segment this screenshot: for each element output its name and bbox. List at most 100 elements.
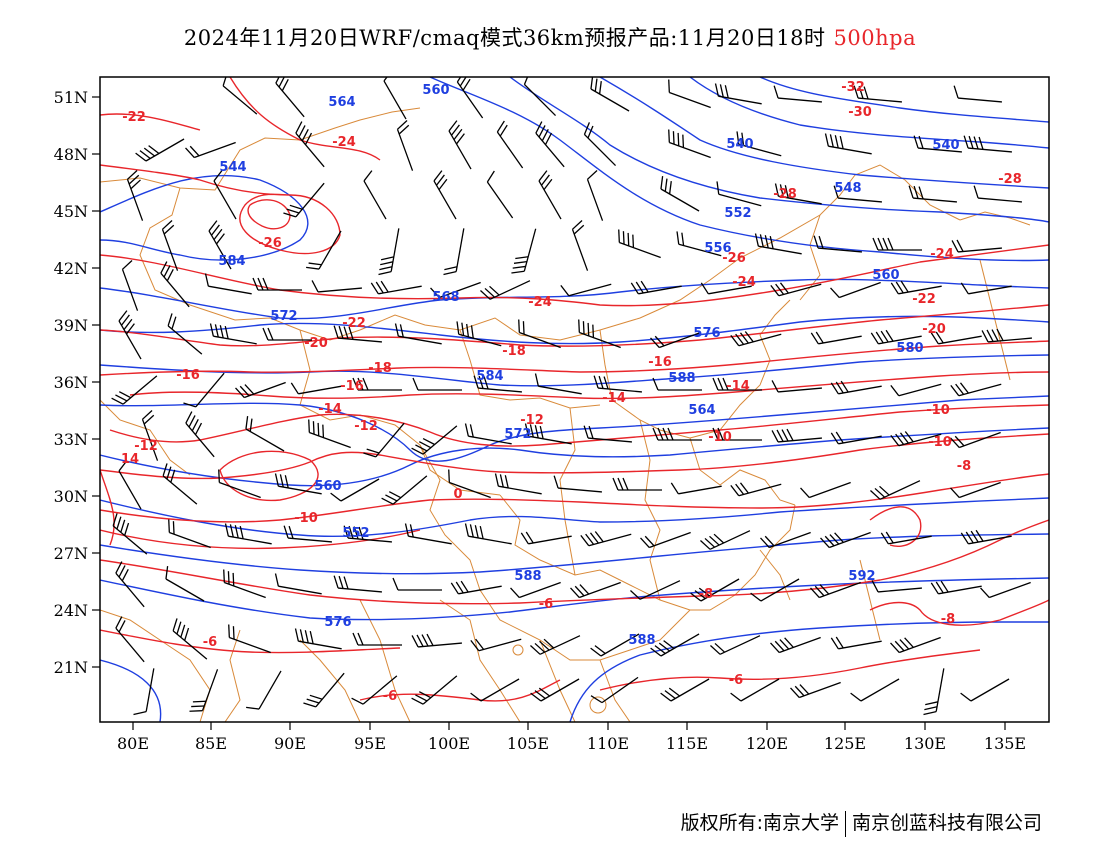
wind-barb (538, 170, 562, 220)
wind-barb (710, 635, 761, 655)
temperature-contour-label: -6 (383, 689, 397, 704)
geopotential-contour-label: 560 (422, 83, 449, 98)
map-frame (99, 76, 1050, 723)
wind-barb (736, 131, 782, 157)
wind-barb (306, 230, 342, 270)
wind-barb (824, 133, 872, 155)
geopotential-contour-label: 580 (896, 341, 923, 356)
lat-tick-label: 21N (54, 658, 88, 677)
wind-barb (115, 561, 145, 608)
temperature-contour-label: -10 (708, 430, 732, 445)
geopotential-contours (100, 77, 1049, 722)
wind-barb (668, 79, 711, 109)
wind-barb (168, 519, 211, 549)
temperature-contour-label: -20 (304, 336, 328, 351)
temperature-contour-label: -28 (773, 187, 797, 202)
geopotential-contour-line (509, 77, 1049, 223)
wind-barb (650, 331, 701, 349)
wind-barb (383, 77, 407, 120)
temperature-contour-label: -30 (848, 105, 872, 120)
wind-barb (470, 678, 520, 702)
wind-barb (246, 670, 282, 710)
wind-barb (330, 478, 380, 502)
temperature-contour-label: -10 (926, 403, 950, 418)
wind-barb (274, 573, 322, 595)
wind-barb (813, 235, 862, 253)
wind-barb (464, 523, 512, 545)
geopotential-contour-line (100, 395, 1049, 462)
wind-barb (283, 182, 325, 218)
wind-barb (496, 120, 524, 169)
wind-barb (523, 77, 557, 117)
wind-barb (590, 77, 630, 112)
temperature-contour-label: -22 (912, 292, 936, 307)
temperature-contour-label: -18 (502, 344, 526, 359)
lat-tick-label: 51N (54, 88, 88, 107)
geopotential-contour-label: 576 (324, 615, 351, 630)
wind-barb (553, 475, 602, 493)
wind-barb (953, 85, 1002, 103)
wind-barb (228, 624, 271, 654)
wind-barb (510, 581, 561, 599)
temperature-contour-line (869, 506, 922, 547)
geopotential-contour-line (759, 77, 1049, 123)
temperature-contour-line (100, 629, 401, 654)
lon-tick-label: 100E (428, 734, 470, 753)
wind-barb (714, 83, 762, 105)
wind-barb (308, 419, 351, 449)
wind-barb (262, 327, 312, 341)
wind-barb (790, 681, 841, 699)
geopotential-contour-line (100, 315, 1049, 345)
lat-tick-label: 39N (54, 316, 88, 335)
wind-barb (470, 638, 522, 652)
wind-barb (930, 580, 982, 595)
wind-barb (352, 377, 402, 391)
wind-barb (118, 460, 142, 510)
wind-barb (411, 425, 458, 455)
geopotential-contour-label: 564 (688, 403, 715, 418)
temperature-contour-label: -6 (539, 597, 553, 612)
wind-barb (650, 633, 700, 657)
footer-divider (844, 810, 846, 837)
wind-barb (456, 321, 502, 347)
temperature-contour-line (869, 599, 1049, 626)
geopotential-contour-label: 540 (726, 137, 753, 152)
wind-barb (404, 523, 452, 545)
wind-barb (583, 122, 617, 167)
temperature-contour-label: -22 (122, 110, 146, 125)
geopotential-contour-line (100, 174, 309, 261)
wind-barb (363, 170, 387, 220)
lat-tick-label: 36N (54, 373, 88, 392)
wind-barb (890, 383, 942, 397)
temperature-contour-line (129, 371, 1049, 400)
pressure-level: 500hpa (833, 26, 917, 50)
wind-barb (126, 170, 144, 221)
wind-barb (189, 669, 219, 712)
lon-tick-label: 120E (746, 734, 788, 753)
wind-barb (670, 482, 722, 495)
wind-barb (303, 672, 345, 708)
wind-barb (311, 280, 362, 293)
geopotential-contour-label: 552 (724, 206, 751, 221)
wind-barb (830, 281, 881, 299)
geopotential-contour-label: 560 (872, 268, 899, 283)
temperature-contour-label: -26 (258, 236, 282, 251)
temperature-contour-line (219, 450, 319, 502)
temperature-contour-label: -16 (176, 368, 200, 383)
wind-barb (213, 170, 237, 220)
wind-barb (112, 513, 148, 555)
temperature-contour-line (229, 77, 381, 161)
temperature-contour-line (599, 649, 981, 691)
temperature-contour-line (100, 113, 201, 131)
wind-barb (443, 228, 465, 276)
temperature-contour-label: -24 (528, 295, 552, 310)
geopotential-contour-label: 568 (432, 290, 459, 305)
lon-tick-label: 130E (904, 734, 946, 753)
wind-barb (430, 281, 481, 299)
administrative-boundaries (100, 107, 1031, 722)
wind-barb (700, 530, 751, 550)
wind-barb (770, 636, 821, 654)
wind-barb (771, 380, 822, 393)
temperature-contour-line (100, 340, 1049, 376)
wind-barb (586, 170, 604, 221)
